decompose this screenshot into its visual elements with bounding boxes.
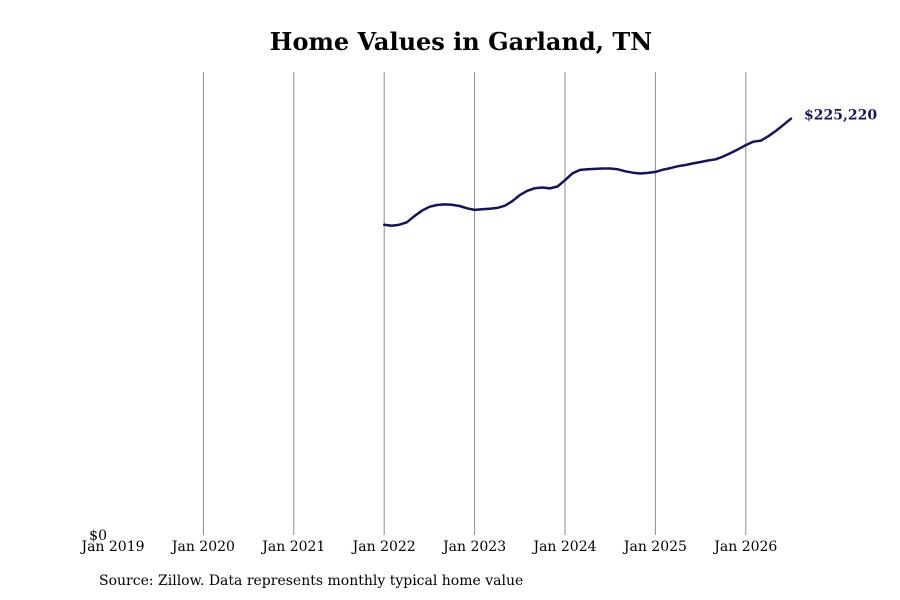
x-tick-label: Jan 2026: [712, 539, 777, 555]
x-tick-label: Jan 2022: [351, 539, 416, 555]
chart-title: Home Values in Garland, TN: [269, 27, 653, 56]
x-tick-label: Jan 2024: [531, 539, 596, 555]
source-note: Source: Zillow. Data represents monthly …: [99, 573, 524, 589]
x-tick-label: Jan 2019: [79, 539, 144, 555]
series-layer: $225,220: [382, 108, 877, 227]
x-tick-label: Jan 2023: [441, 539, 506, 555]
end-value-label: $225,220: [804, 108, 877, 124]
x-tick-label: Jan 2021: [260, 539, 325, 555]
series-line: [382, 117, 793, 227]
axis-labels: Jan 2019 Jan 2020 Jan 2021 Jan 2022 Jan 2023…: [79, 528, 777, 555]
x-tick-label: Jan 2020: [170, 539, 235, 555]
x-tick-label: Jan 2025: [622, 539, 687, 555]
y-tick-label: $0: [89, 528, 107, 544]
gridlines: [202, 72, 747, 535]
